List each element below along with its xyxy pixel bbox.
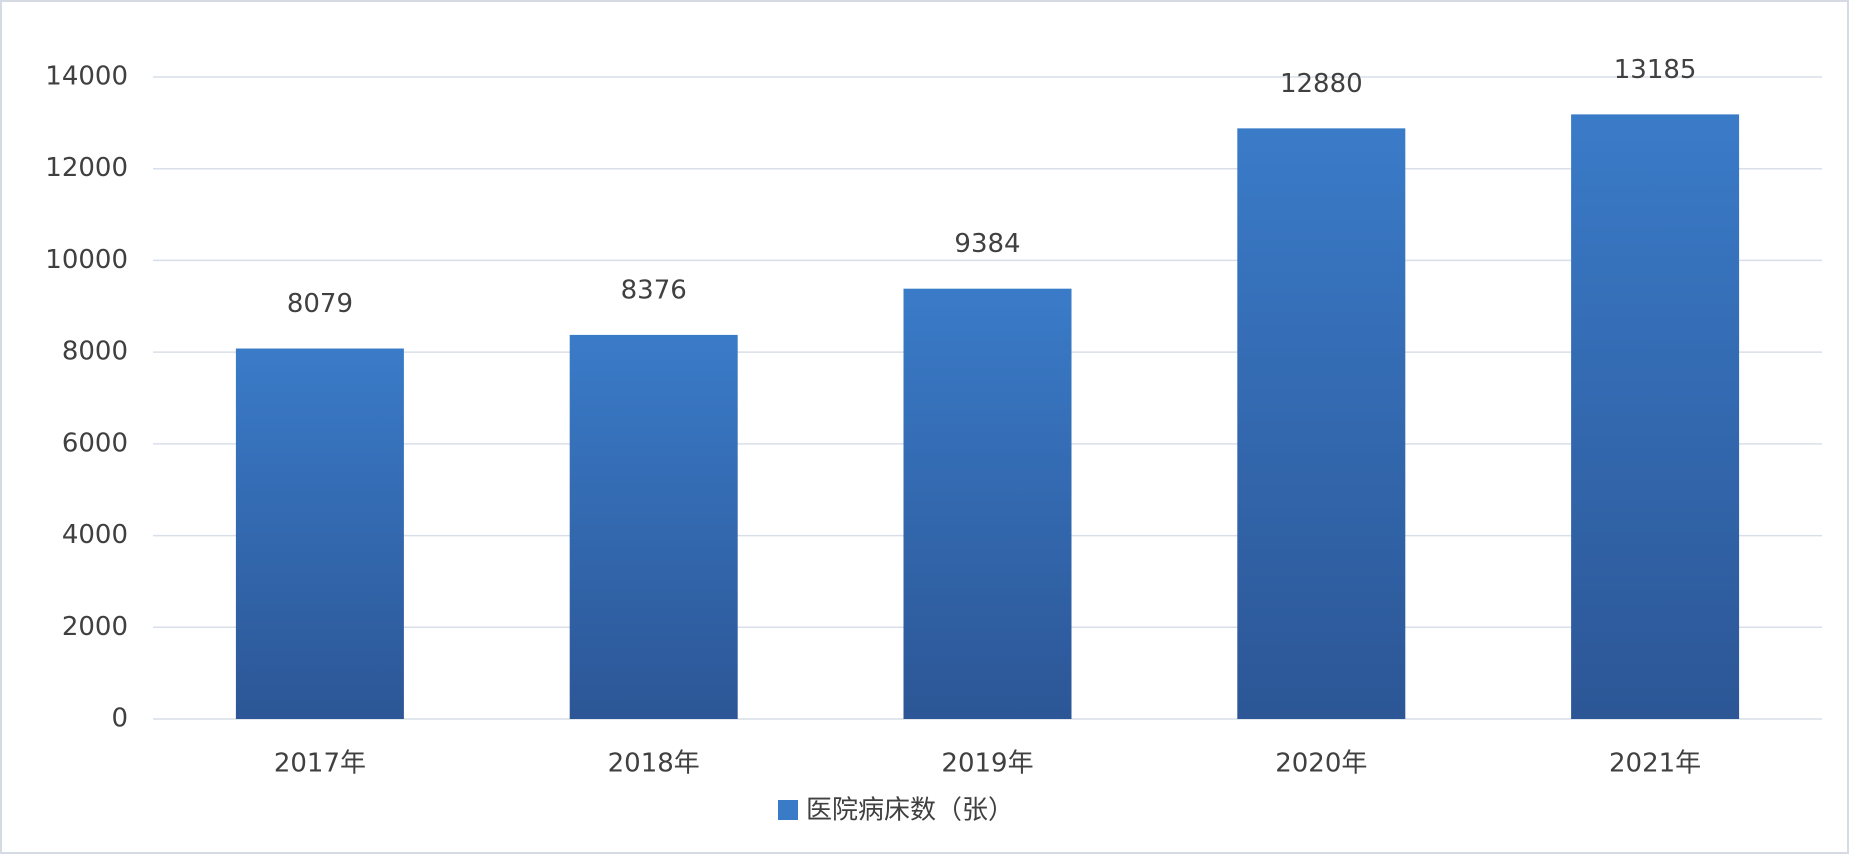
x-tick-label: 2017年 (274, 749, 366, 779)
legend-swatch (778, 800, 798, 820)
y-tick-label: 12000 (45, 153, 128, 183)
y-tick-label: 8000 (62, 337, 128, 367)
y-tick-label: 10000 (45, 245, 128, 275)
x-tick-label: 2018年 (608, 749, 700, 779)
y-tick-label: 2000 (62, 612, 128, 642)
bar (235, 348, 404, 719)
legend-label: 医院病床数（张） (806, 796, 1014, 826)
bar (903, 288, 1072, 719)
y-tick-label: 14000 (45, 62, 128, 92)
data-label: 8079 (287, 289, 353, 319)
data-label: 13185 (1614, 55, 1697, 85)
y-tick-label: 0 (111, 704, 128, 734)
x-tick-label: 2020年 (1275, 749, 1367, 779)
bar (1237, 128, 1406, 720)
bar (1571, 114, 1740, 719)
data-label: 9384 (954, 229, 1020, 259)
y-tick-label: 6000 (62, 428, 128, 458)
x-tick-label: 2019年 (941, 749, 1033, 779)
data-label: 8376 (621, 275, 687, 305)
bar (569, 334, 738, 719)
data-label: 12880 (1280, 69, 1363, 99)
y-tick-label: 4000 (62, 520, 128, 550)
x-tick-label: 2021年 (1609, 749, 1701, 779)
